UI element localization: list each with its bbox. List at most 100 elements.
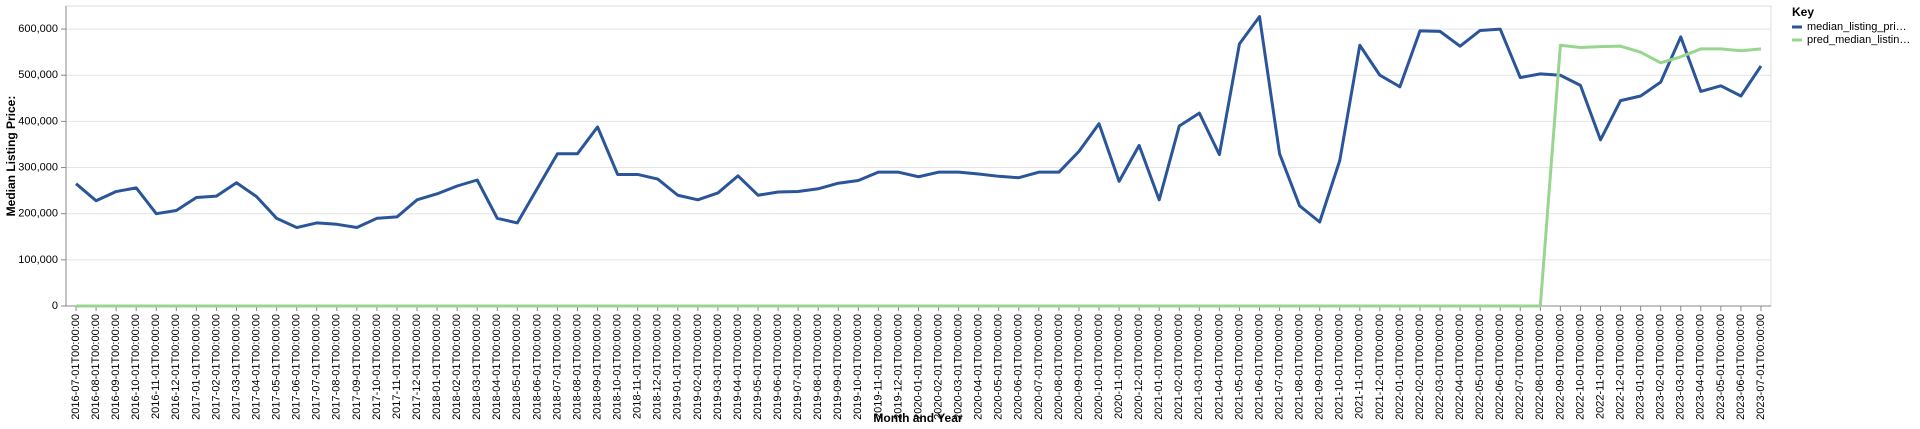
y-tick-label: 400,000 bbox=[18, 115, 58, 127]
x-tick-label: 2016-07-01T00:00:00 bbox=[70, 314, 82, 420]
x-tick-label: 2021-10-01T00:00:00 bbox=[1334, 314, 1346, 420]
x-tick-label: 2017-02-01T00:00:00 bbox=[210, 314, 222, 420]
x-tick-label: 2022-11-01T00:00:00 bbox=[1594, 314, 1606, 419]
x-tick-label: 2018-10-01T00:00:00 bbox=[612, 314, 624, 420]
y-tick-label: 0 bbox=[52, 300, 58, 312]
x-tick-label: 2020-11-01T00:00:00 bbox=[1113, 314, 1125, 419]
x-tick-label: 2022-07-01T00:00:00 bbox=[1514, 314, 1526, 420]
x-tick-label: 2022-06-01T00:00:00 bbox=[1494, 314, 1506, 420]
x-tick-label: 2022-02-01T00:00:00 bbox=[1414, 314, 1426, 420]
x-tick-label: 2017-04-01T00:00:00 bbox=[250, 314, 262, 420]
x-tick-label: 2017-05-01T00:00:00 bbox=[271, 314, 283, 420]
y-axis-title: Median Listing Price: bbox=[4, 96, 18, 217]
x-tick-label: 2016-08-01T00:00:00 bbox=[90, 314, 102, 420]
x-tick-label: 2018-04-01T00:00:00 bbox=[491, 314, 503, 420]
x-tick-label: 2019-01-01T00:00:00 bbox=[672, 314, 684, 420]
line bbox=[76, 43, 1762, 308]
x-tick-label: 2023-07-01T00:00:00 bbox=[1755, 314, 1767, 420]
x-tick-label: 2019-02-01T00:00:00 bbox=[692, 314, 704, 420]
x-tick-label: 2017-09-01T00:00:00 bbox=[351, 314, 363, 420]
legend-label: median_listing_pri… bbox=[1807, 21, 1907, 33]
x-tick-label: 2023-03-01T00:00:00 bbox=[1675, 314, 1687, 420]
x-tick-label: 2018-09-01T00:00:00 bbox=[591, 314, 603, 420]
x-tick-label: 2020-04-01T00:00:00 bbox=[973, 314, 985, 420]
x-tick-label: 2023-04-01T00:00:00 bbox=[1695, 314, 1707, 420]
x-tick-label: 2021-06-01T00:00:00 bbox=[1253, 314, 1265, 420]
x-tick-label: 2020-01-01T00:00:00 bbox=[912, 314, 924, 420]
legend-title: Key bbox=[1792, 5, 1814, 19]
x-tick-label: 2019-06-01T00:00:00 bbox=[772, 314, 784, 420]
x-tick-label: 2019-03-01T00:00:00 bbox=[712, 314, 724, 420]
x-tick-label: 2019-04-01T00:00:00 bbox=[732, 314, 744, 420]
x-tick-label: 2020-12-01T00:00:00 bbox=[1133, 314, 1145, 420]
x-tick-label: 2019-07-01T00:00:00 bbox=[792, 314, 804, 420]
x-tick-label: 2017-10-01T00:00:00 bbox=[371, 314, 383, 420]
y-tick-label: 200,000 bbox=[18, 208, 58, 220]
x-tick-label: 2018-05-01T00:00:00 bbox=[511, 314, 523, 420]
x-tick-label: 2019-11-01T00:00:00 bbox=[872, 314, 884, 419]
x-tick-label: 2017-08-01T00:00:00 bbox=[331, 314, 343, 420]
x-tick-label: 2020-07-01T00:00:00 bbox=[1033, 314, 1045, 420]
x-tick-label: 2018-03-01T00:00:00 bbox=[471, 314, 483, 420]
x-tick-label: 2019-12-01T00:00:00 bbox=[892, 314, 904, 420]
x-tick-label: 2020-08-01T00:00:00 bbox=[1053, 314, 1065, 420]
x-tick-label: 2020-10-01T00:00:00 bbox=[1093, 314, 1105, 420]
x-tick-label: 2021-11-01T00:00:00 bbox=[1354, 314, 1366, 419]
y-tick-label: 500,000 bbox=[18, 69, 58, 81]
x-tick-label: 2020-06-01T00:00:00 bbox=[1013, 314, 1025, 420]
x-tick-label: 2022-01-01T00:00:00 bbox=[1394, 314, 1406, 420]
x-tick-label: 2021-01-01T00:00:00 bbox=[1153, 314, 1165, 420]
x-tick-label: 2022-10-01T00:00:00 bbox=[1574, 314, 1586, 420]
x-tick-label: 2023-01-01T00:00:00 bbox=[1635, 314, 1647, 420]
x-tick-label: 2017-01-01T00:00:00 bbox=[190, 314, 202, 420]
x-tick-label: 2018-02-01T00:00:00 bbox=[451, 314, 463, 420]
x-tick-label: 2017-06-01T00:00:00 bbox=[291, 314, 303, 420]
x-tick-label: 2021-08-01T00:00:00 bbox=[1294, 314, 1306, 420]
y-tick-label: 100,000 bbox=[18, 254, 58, 266]
x-tick-label: 2017-12-01T00:00:00 bbox=[411, 314, 423, 420]
x-tick-label: 2023-05-01T00:00:00 bbox=[1715, 314, 1727, 420]
x-tick-label: 2017-11-01T00:00:00 bbox=[391, 314, 403, 419]
x-tick-label: 2016-10-01T00:00:00 bbox=[130, 314, 142, 420]
x-tick-label: 2021-09-01T00:00:00 bbox=[1314, 314, 1326, 420]
x-tick-label: 2018-07-01T00:00:00 bbox=[551, 314, 563, 420]
x-tick-label: 2019-10-01T00:00:00 bbox=[852, 314, 864, 420]
x-tick-label: 2023-06-01T00:00:00 bbox=[1735, 314, 1747, 420]
plot-frame bbox=[65, 5, 1772, 307]
x-tick-label: 2021-02-01T00:00:00 bbox=[1173, 314, 1185, 420]
x-tick-label: 2022-08-01T00:00:00 bbox=[1534, 314, 1546, 420]
x-tick-label: 2018-11-01T00:00:00 bbox=[632, 314, 644, 419]
x-tick-label: 2019-08-01T00:00:00 bbox=[812, 314, 824, 420]
x-tick-label: 2017-03-01T00:00:00 bbox=[230, 314, 242, 420]
x-tick-label: 2017-07-01T00:00:00 bbox=[311, 314, 323, 420]
x-tick-label: 2018-12-01T00:00:00 bbox=[652, 314, 664, 420]
x-tick-label: 2021-04-01T00:00:00 bbox=[1213, 314, 1225, 420]
x-tick-label: 2022-05-01T00:00:00 bbox=[1474, 314, 1486, 420]
x-tick-label: 2020-05-01T00:00:00 bbox=[993, 314, 1005, 420]
x-tick-label: 2021-07-01T00:00:00 bbox=[1273, 314, 1285, 420]
x-tick-label: 2021-12-01T00:00:00 bbox=[1374, 314, 1386, 420]
x-tick-label: 2023-02-01T00:00:00 bbox=[1655, 314, 1667, 420]
y-tick-label: 600,000 bbox=[18, 23, 58, 35]
x-tick-label: 2020-03-01T00:00:00 bbox=[953, 314, 965, 420]
x-tick-label: 2019-05-01T00:00:00 bbox=[752, 314, 764, 420]
x-tick-label: 2018-06-01T00:00:00 bbox=[531, 314, 543, 420]
x-tick-label: 2019-09-01T00:00:00 bbox=[832, 314, 844, 420]
x-tick-label: 2018-08-01T00:00:00 bbox=[571, 314, 583, 420]
x-tick-label: 2016-11-01T00:00:00 bbox=[150, 314, 162, 419]
x-tick-label: 2016-12-01T00:00:00 bbox=[170, 314, 182, 420]
y-tick-label: 300,000 bbox=[18, 161, 58, 173]
line bbox=[75, 15, 1763, 230]
x-tick-label: 2021-05-01T00:00:00 bbox=[1233, 314, 1245, 420]
x-tick-label: 2022-12-01T00:00:00 bbox=[1614, 314, 1626, 420]
x-tick-label: 2022-04-01T00:00:00 bbox=[1454, 314, 1466, 420]
x-tick-label: 2020-02-01T00:00:00 bbox=[932, 314, 944, 420]
x-tick-label: 2016-09-01T00:00:00 bbox=[110, 314, 122, 420]
x-tick-label: 2021-03-01T00:00:00 bbox=[1193, 314, 1205, 420]
x-tick-label: 2022-09-01T00:00:00 bbox=[1554, 314, 1566, 420]
legend-label: pred_median_listin… bbox=[1807, 34, 1910, 46]
x-tick-label: 2022-03-01T00:00:00 bbox=[1434, 314, 1446, 420]
x-tick-label: 2020-09-01T00:00:00 bbox=[1073, 314, 1085, 420]
